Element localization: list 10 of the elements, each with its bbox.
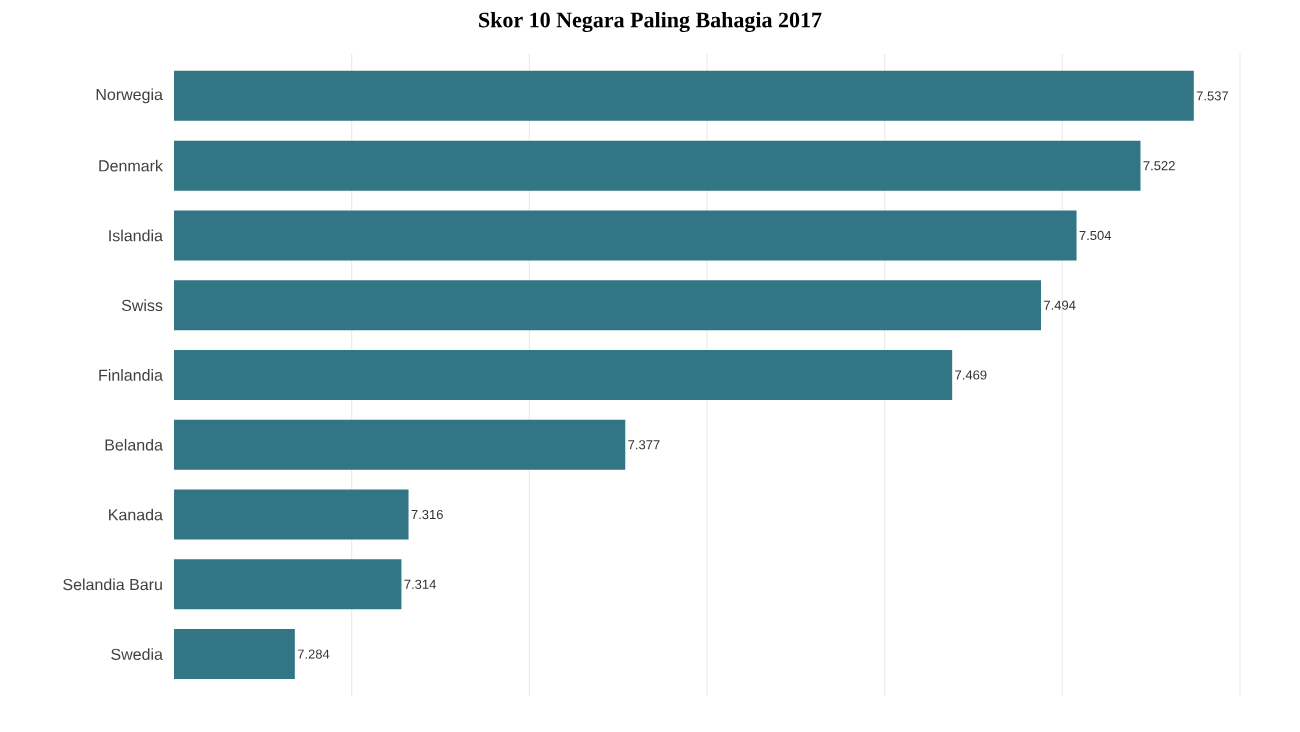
y-tick-label: Swiss <box>121 299 163 312</box>
y-tick-label: Islandia <box>109 229 163 242</box>
y-tick-label: Finlandia <box>99 369 163 381</box>
y-tick-label: Swedia <box>111 648 163 660</box>
y-tick-label: Belanda <box>105 438 163 451</box>
y-tick-label: Denmark <box>99 159 163 172</box>
chart-title: Skor 10 Negara Paling Bahagia 2017 <box>479 11 822 33</box>
y-tick-label: Selandia Baru <box>63 578 162 591</box>
y-tick-label: Kanada <box>109 508 163 521</box>
y-tick-label: Norwegia <box>96 88 163 104</box>
